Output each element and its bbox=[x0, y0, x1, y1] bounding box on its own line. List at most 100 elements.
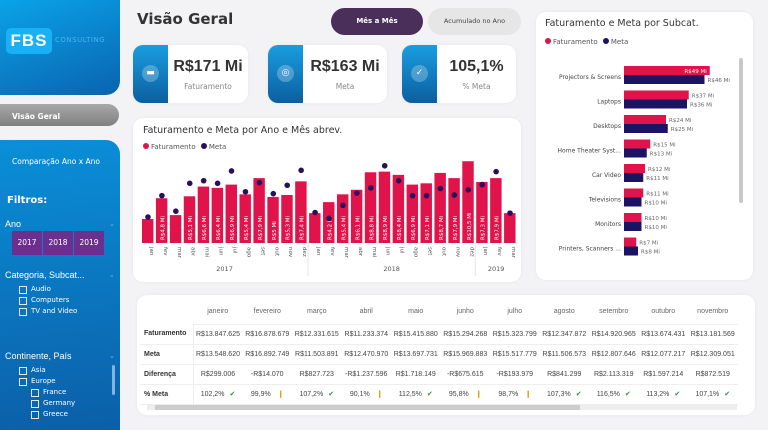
x-tick-label: jan bbox=[482, 246, 488, 256]
meta-point bbox=[493, 168, 499, 175]
checkbox[interactable] bbox=[19, 378, 27, 386]
bar-faturamento bbox=[295, 181, 307, 243]
bar-faturamento bbox=[350, 189, 363, 243]
filter-option[interactable]: TV and Video bbox=[31, 307, 78, 315]
row-header: Faturamento bbox=[140, 324, 194, 344]
acumulado-no-ano-button[interactable]: Acumulado no Ano bbox=[428, 8, 521, 35]
checkbox[interactable] bbox=[19, 286, 27, 294]
filter-option[interactable]: Computers bbox=[31, 296, 70, 304]
column-header[interactable]: março bbox=[292, 299, 342, 325]
chevron-down-icon[interactable]: ⌄ bbox=[109, 352, 115, 360]
scrollbar[interactable] bbox=[112, 365, 115, 395]
meta-point bbox=[228, 168, 235, 174]
bar-data-label: R$5 Mi bbox=[272, 221, 278, 240]
bar-meta bbox=[624, 124, 668, 133]
matrix-table-card: janeiro fevereiro março abril maio junho julho… bbox=[137, 295, 755, 415]
column-header[interactable]: agosto bbox=[539, 299, 589, 325]
mes-a-mes-button[interactable]: Mês a Mês bbox=[331, 8, 423, 35]
nav-comparacao[interactable]: Comparação Ano x Ano bbox=[12, 157, 101, 166]
bar-faturamento bbox=[309, 213, 321, 243]
x-tick-label: dez bbox=[301, 247, 307, 257]
checkbox[interactable] bbox=[31, 411, 39, 419]
category-label: Monitors bbox=[595, 221, 621, 228]
year-2018-button[interactable]: 2018 bbox=[43, 231, 73, 255]
x-tick-label: mai bbox=[371, 247, 377, 258]
scrollbar[interactable] bbox=[739, 58, 743, 203]
column-header[interactable]: maio bbox=[391, 299, 441, 325]
table-cell: R$299.006 bbox=[200, 370, 236, 378]
filter-option[interactable]: Europe bbox=[31, 377, 56, 385]
horizontal-scrollbar[interactable] bbox=[147, 405, 737, 410]
chart-title: Faturamento e Meta por Ano e Mês abrev. bbox=[143, 125, 343, 136]
legend-meta: Meta bbox=[208, 143, 227, 151]
checkbox[interactable] bbox=[19, 367, 27, 375]
bar-data-label: R$4,2 Mi bbox=[328, 215, 334, 240]
table-cell: R$12.077.217 bbox=[641, 350, 686, 358]
bar-data-label: R$6,4 Mi bbox=[216, 215, 222, 240]
x-tick-label: set bbox=[426, 247, 432, 256]
filter-option[interactable]: Greece bbox=[43, 410, 68, 418]
scrollbar-thumb[interactable] bbox=[155, 405, 580, 410]
check-icon: ✔ bbox=[229, 391, 236, 398]
table-cell: R$1.718.149 bbox=[395, 370, 436, 378]
column-header[interactable]: setembro bbox=[589, 299, 639, 325]
filters-title: Filtros: bbox=[7, 195, 48, 206]
bar-meta bbox=[624, 148, 647, 158]
checkbox[interactable] bbox=[31, 400, 39, 408]
column-header[interactable]: novembro bbox=[688, 299, 738, 325]
table-header-row: janeiro fevereiro março abril maio junho julho… bbox=[140, 299, 738, 325]
filter-option[interactable]: Germany bbox=[43, 399, 76, 407]
chevron-down-icon[interactable]: ⌄ bbox=[109, 220, 115, 228]
kpi-meta: ◎ R$163 Mi Meta bbox=[268, 45, 387, 103]
column-header[interactable]: junho bbox=[440, 299, 490, 325]
table-cell: -R$193.979 bbox=[496, 370, 534, 378]
category-label: Car Video bbox=[592, 172, 621, 179]
column-header[interactable]: janeiro bbox=[193, 299, 243, 325]
year-2017-button[interactable]: 2017 bbox=[12, 231, 42, 255]
bar-faturamento bbox=[420, 183, 432, 243]
bar-faturamento bbox=[624, 164, 645, 173]
column-header[interactable]: outubro bbox=[638, 299, 688, 325]
table-cell: 99,9% bbox=[250, 391, 271, 398]
meta-point bbox=[479, 181, 485, 188]
filter-option[interactable]: Audio bbox=[31, 285, 51, 293]
check-icon: ✔ bbox=[426, 391, 433, 398]
meta-point bbox=[409, 192, 416, 199]
table-row: % Meta 102,2% ✔ 99,9% ❙ 107,2% ✔ 90,1% ❙ 112,5% ✔ 9… bbox=[140, 384, 738, 404]
filter-option[interactable]: France bbox=[43, 388, 67, 396]
kpi-value: R$163 Mi bbox=[310, 58, 380, 75]
column-header[interactable]: julho bbox=[490, 299, 540, 325]
year-2019-button[interactable]: 2019 bbox=[74, 231, 104, 255]
table-cell: 113,2% bbox=[646, 391, 670, 398]
table-row: Meta R$13.548.620 R$16.892.749 R$11.503.891… bbox=[140, 344, 738, 364]
legend-meta: Meta bbox=[610, 38, 629, 46]
checkbox[interactable] bbox=[19, 308, 27, 316]
x-tick-label: nov bbox=[454, 247, 460, 258]
column-header[interactable]: fevereiro bbox=[242, 299, 292, 325]
check-badge-icon: ✓ bbox=[411, 65, 428, 82]
table-cell: 98,7% bbox=[498, 391, 519, 398]
bar-meta bbox=[624, 222, 642, 231]
x-tick-label: jan bbox=[148, 246, 154, 256]
column-header[interactable]: abril bbox=[341, 299, 391, 325]
checkbox[interactable] bbox=[31, 389, 39, 397]
checkbox[interactable] bbox=[19, 297, 27, 305]
x-tick-label: jan bbox=[315, 246, 321, 256]
table-cell: R$15.294.268 bbox=[443, 330, 488, 338]
chevron-down-icon[interactable]: ⌄ bbox=[109, 271, 115, 279]
category-label: Televisions bbox=[588, 197, 621, 204]
filter-option[interactable]: Asia bbox=[31, 366, 46, 374]
nav-visao-geral[interactable]: Visão Geral bbox=[0, 104, 119, 126]
year-label: 2018 bbox=[383, 265, 400, 273]
category-label: Desktops bbox=[593, 123, 621, 130]
x-tick-label: mar bbox=[510, 247, 516, 259]
chart-title: Faturamento e Meta por Subcat. bbox=[545, 18, 699, 29]
kpi-percent-meta: ✓ 105,1% % Meta bbox=[402, 45, 516, 103]
x-tick-label: abr bbox=[190, 247, 196, 257]
filter-categoria-label: Categoria, Subcat... bbox=[5, 270, 85, 280]
cash-register-icon: ▬ bbox=[142, 65, 159, 82]
bar-faturamento bbox=[267, 196, 279, 243]
table-cell: -R$14.070 bbox=[250, 370, 284, 378]
meta-point bbox=[186, 180, 193, 187]
x-tick-label: fev bbox=[329, 247, 335, 256]
